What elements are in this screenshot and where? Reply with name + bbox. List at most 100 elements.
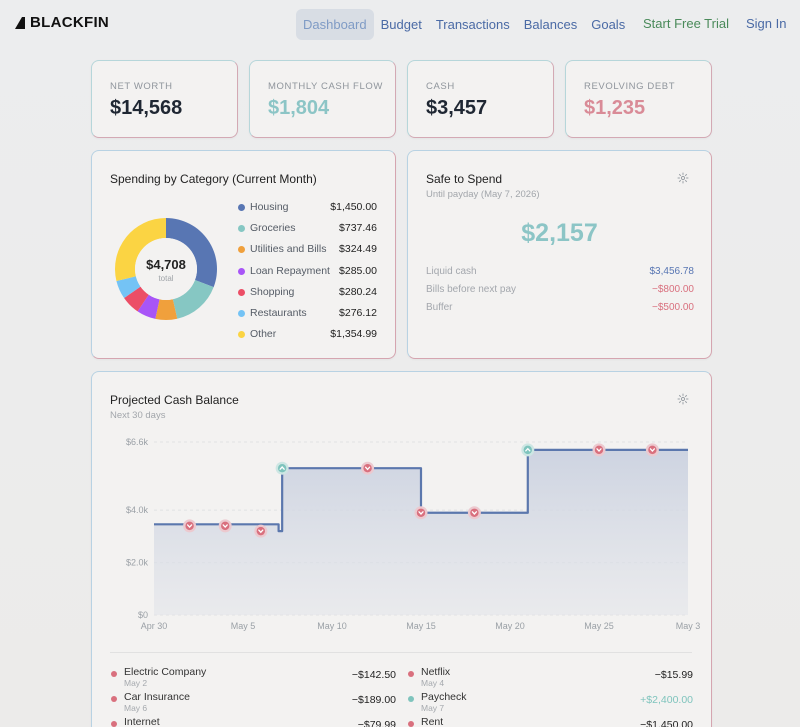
transaction-date: May 2 [124, 678, 148, 688]
top-nav: BLACKFIN Dashboard Budget Transactions B… [0, 0, 800, 50]
category-legend: Housing $1,450.00 Groceries $737.46 Utilit… [238, 199, 378, 347]
legend-amount: $1,450.00 [330, 201, 377, 213]
transaction-date: May 4 [421, 678, 445, 688]
transaction-amount: −$1,450.00 [640, 719, 693, 727]
stat-label: CASH [426, 81, 455, 92]
balance-area [154, 449, 688, 615]
nav-dashboard[interactable]: Dashboard [296, 9, 374, 40]
stat-value: $1,804 [268, 97, 330, 119]
donut-slice[interactable] [155, 299, 178, 320]
legend-dot [238, 267, 245, 275]
y-tick-label: $2.0k [126, 558, 149, 568]
donut-slice[interactable] [137, 294, 160, 319]
transaction-row[interactable]: Electric Company May 2 −$142.50 [111, 666, 396, 693]
donut-slice[interactable] [172, 280, 214, 319]
safe-row: Buffer −$500.00 [426, 302, 694, 316]
transaction-name: Car Insurance [124, 691, 190, 703]
stat-value: $1,235 [584, 97, 646, 119]
legend-name: Restaurants [250, 306, 307, 319]
start-free-trial-link[interactable]: Start Free Trial [643, 16, 729, 31]
y-tick-label: $0 [138, 610, 148, 620]
stat-value: $3,457 [426, 97, 488, 119]
safe-row-value: $3,456.78 [649, 266, 695, 277]
spending-card: Spending by Category (Current Month) $4,… [91, 150, 396, 359]
safe-row-value: −$800.00 [652, 284, 694, 295]
nav-links: Dashboard Budget Transactions Balances G… [296, 9, 632, 40]
donut-total-label: total [158, 274, 174, 283]
transaction-date: May 7 [421, 703, 445, 713]
safe-row: Bills before next pay −$800.00 [426, 284, 694, 298]
transaction-dot [111, 721, 117, 727]
chevron-down-icon [186, 524, 193, 529]
stat-label: REVOLVING DEBT [584, 81, 676, 92]
logo[interactable]: BLACKFIN [14, 14, 109, 31]
card-subtitle: Until payday (May 7, 2026) [426, 189, 540, 200]
fin-logo-icon [15, 16, 25, 29]
app-name: BLACKFIN [30, 14, 110, 31]
donut-slice[interactable] [166, 218, 217, 288]
legend-item[interactable]: Housing $1,450.00 [238, 199, 378, 220]
chevron-up-icon [279, 466, 285, 470]
sign-in-link[interactable]: Sign In [746, 16, 787, 31]
transaction-amount: −$79.99 [357, 719, 396, 727]
legend-item[interactable]: Shopping $280.24 [238, 284, 378, 305]
safe-row-label: Bills before next pay [426, 284, 517, 295]
chevron-down-icon [596, 448, 602, 453]
donut-slice[interactable] [115, 218, 166, 281]
marker-core [363, 464, 372, 473]
safe-row-value: −$500.00 [652, 302, 694, 313]
gear-icon[interactable] [677, 393, 689, 405]
chevron-down-icon [649, 448, 656, 453]
safe-row-label: Buffer [426, 302, 453, 313]
safe-row-label: Liquid cash [426, 266, 477, 277]
gear-icon[interactable] [677, 172, 689, 184]
legend-item[interactable]: Loan Repayment $285.00 [238, 263, 378, 284]
transaction-amount: −$189.00 [351, 694, 396, 706]
donut-slice[interactable] [124, 286, 149, 312]
y-tick-label: $6.6k [126, 437, 149, 447]
transaction-name: Rent [421, 716, 444, 727]
donut-slice[interactable] [116, 276, 141, 299]
transaction-dot [111, 696, 117, 702]
transaction-name: Netflix [421, 666, 451, 678]
legend-name: Other [250, 328, 277, 341]
legend-dot [238, 309, 245, 317]
net-worth-card: NET WORTH $14,568 [91, 60, 238, 138]
transaction-row[interactable]: RentMay 10−$1,450.00 [408, 716, 693, 727]
stat-value: $14,568 [110, 97, 183, 119]
nav-transactions[interactable]: Transactions [435, 17, 510, 32]
legend-amount: $276.12 [339, 306, 377, 319]
transaction-dot [408, 721, 414, 727]
legend-item[interactable]: Restaurants $276.12 [238, 305, 378, 326]
transaction-dot [408, 696, 414, 702]
transaction-name: Internet [124, 716, 160, 727]
balance-line [154, 448, 688, 533]
legend-item[interactable]: Other $1,354.99 [238, 326, 378, 347]
marker-core [594, 445, 604, 455]
transaction-row[interactable]: InternetMay 8−$79.99 [111, 716, 396, 727]
marker-core [648, 445, 657, 455]
x-tick-label: May 20 [495, 621, 525, 631]
transaction-dot [408, 671, 414, 677]
x-tick-label: May 3 [676, 621, 701, 631]
safe-to-spend-card: Safe to Spend Until payday (May 7, 2026)… [407, 150, 712, 359]
projection-chart: $0 $2.0k $4.0k $6.6k Apr 30 May 5 May 10 May 15… [126, 437, 701, 631]
nav-goals[interactable]: Goals [591, 17, 626, 32]
legend-item[interactable]: Utilities and Bills $324.49 [238, 241, 378, 262]
transaction-name: Paycheck [421, 691, 467, 703]
chevron-up-icon [525, 447, 531, 452]
transaction-row[interactable]: Netflix May 4 −$15.99 [408, 666, 693, 693]
transaction-row[interactable]: Car Insurance May 6 −$189.00 [111, 691, 396, 718]
marker-core [277, 464, 287, 473]
nav-balances[interactable]: Balances [523, 17, 578, 32]
revolving-debt-card: REVOLVING DEBT $1,235 [565, 60, 712, 138]
marker-core [470, 508, 479, 517]
transaction-row[interactable]: Paycheck May 7 +$2,400.00 [408, 691, 693, 718]
legend-item[interactable]: Groceries $737.46 [238, 220, 378, 241]
legend-name: Utilities and Bills [250, 243, 327, 256]
x-tick-label: May 15 [406, 621, 436, 631]
nav-budget[interactable]: Budget [380, 17, 422, 32]
legend-name: Groceries [250, 222, 296, 235]
divider [110, 652, 692, 653]
donut-chart: $4,708 total [114, 217, 218, 321]
